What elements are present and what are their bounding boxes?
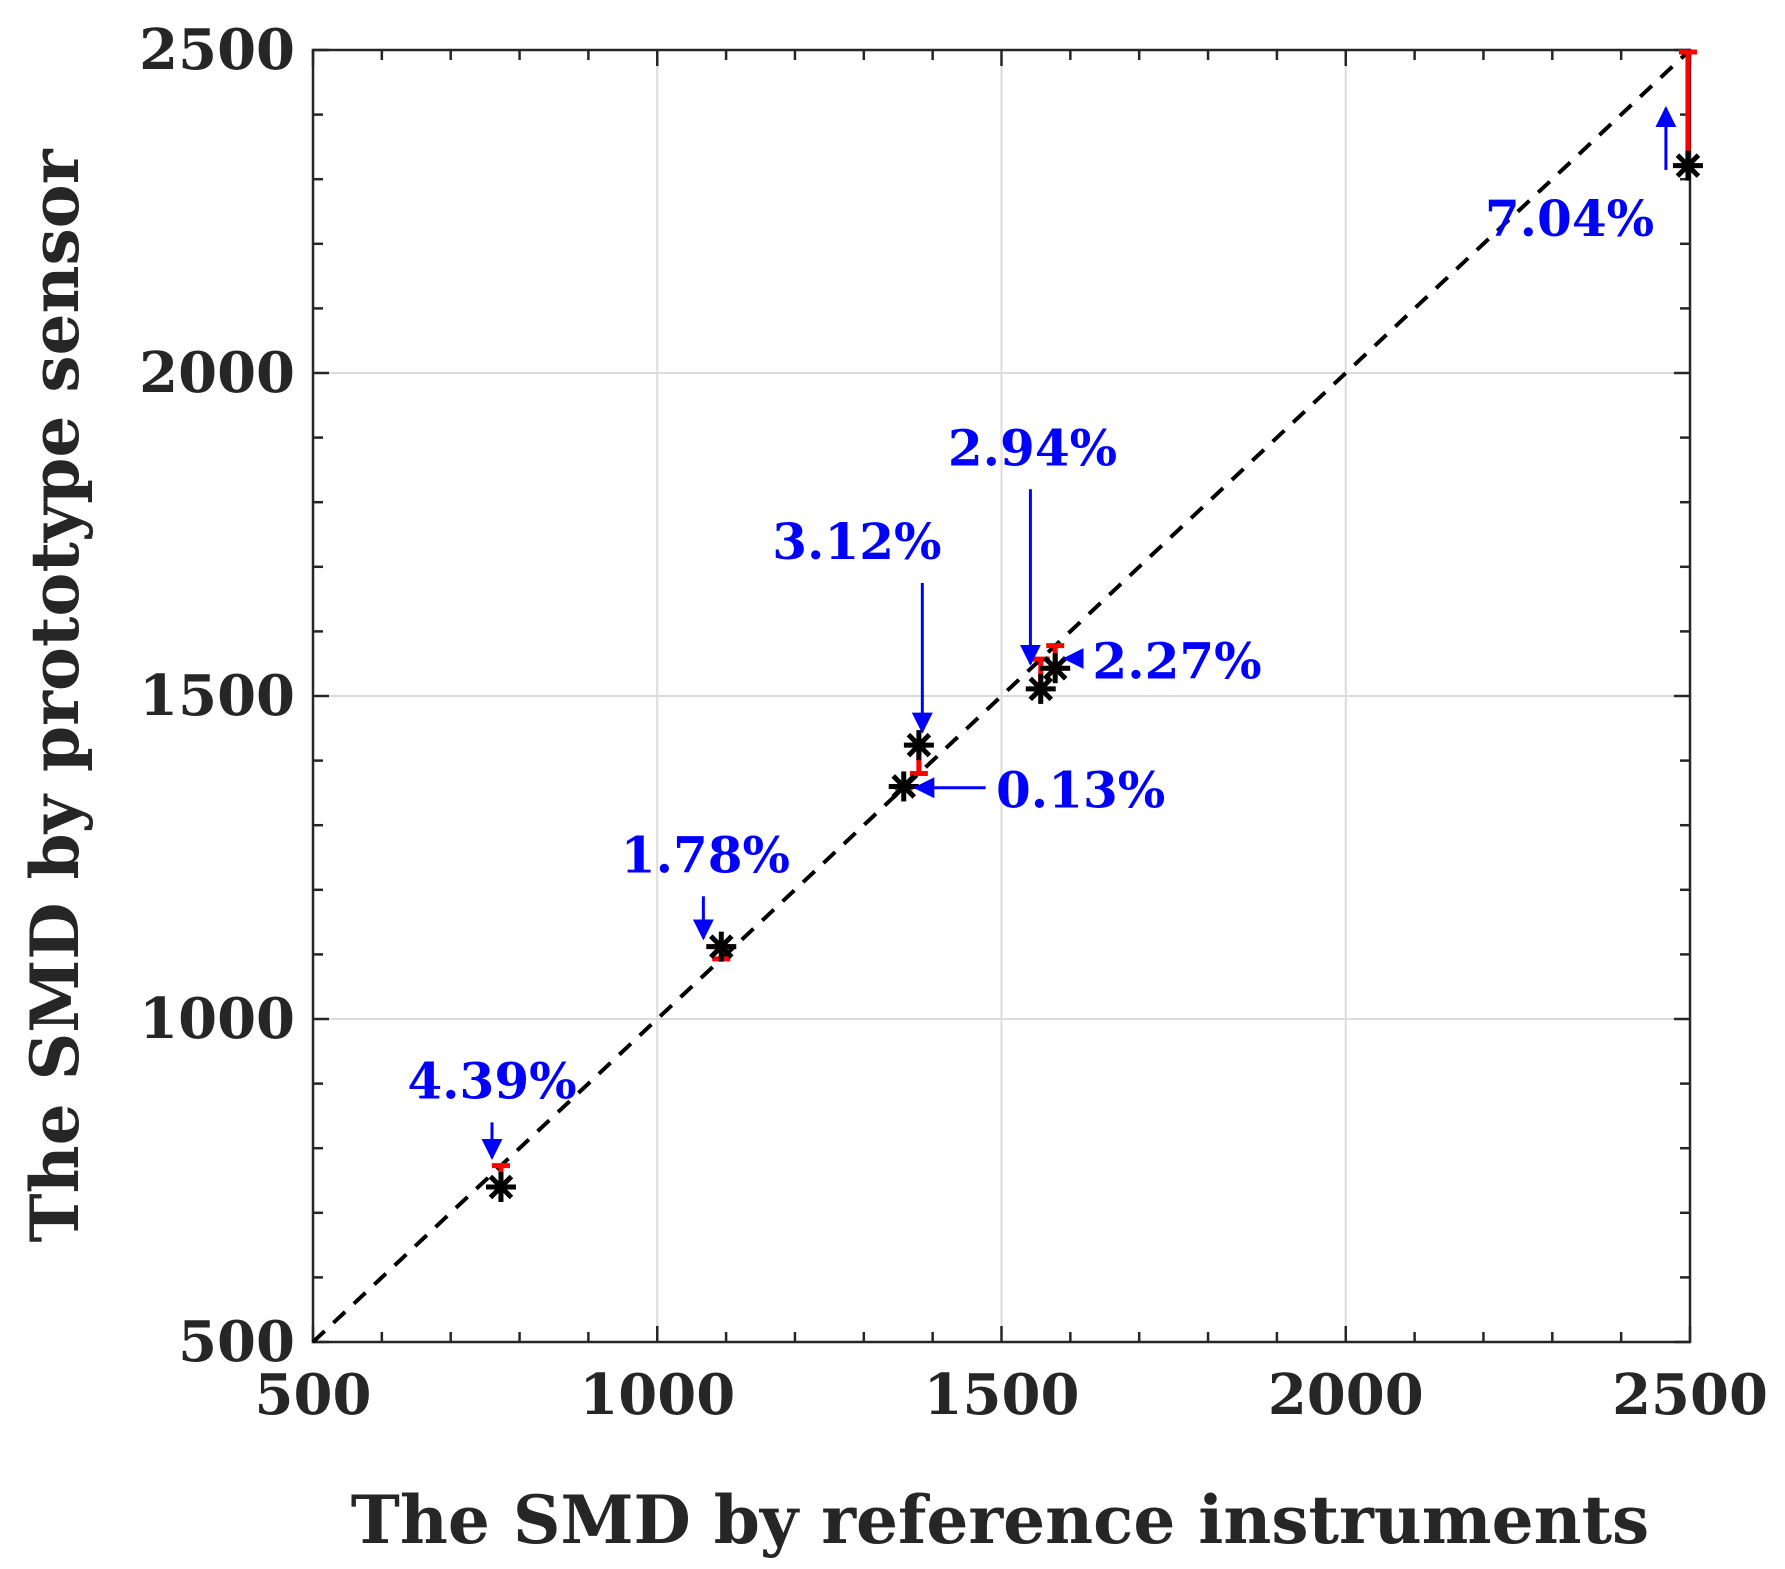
y-tick-label: 1000 — [139, 986, 295, 1052]
data-point-marker — [903, 730, 934, 761]
x-tick-label: 1000 — [579, 1362, 735, 1428]
x-tick-label: 500 — [255, 1362, 372, 1428]
y-tick-label: 1500 — [139, 663, 295, 729]
data-point-marker — [1672, 150, 1703, 181]
y-axis-title: The SMD by prototype sensor — [16, 148, 94, 1242]
x-axis-tick-labels: 500 1000 1500 2000 2500 — [255, 1362, 1768, 1428]
identity-reference-line — [311, 48, 1692, 1344]
y-axis-tick-labels: 500 1000 1500 2000 2500 — [139, 17, 295, 1375]
data-point-marker — [706, 931, 737, 962]
y-tick-label: 500 — [178, 1309, 295, 1375]
data-point-marker — [485, 1171, 516, 1202]
annotation-label: 2.94% — [948, 418, 1117, 477]
annotation-label: 7.04% — [1485, 189, 1654, 248]
annotation-label: 4.39% — [407, 1051, 576, 1110]
grid-lines — [313, 50, 1690, 1342]
x-axis-title: The SMD by reference instruments — [351, 1481, 1649, 1559]
percentage-annotations: 4.39% 1.78% 3.12% 0.13% 2.94% 2.27% 7.04% — [407, 106, 1677, 1160]
x-tick-label: 1500 — [924, 1362, 1080, 1428]
data-point-marker — [1025, 673, 1056, 704]
x-tick-label: 2500 — [1612, 1362, 1768, 1428]
annotation-label: 0.13% — [996, 761, 1165, 820]
annotation-label: 3.12% — [772, 512, 941, 571]
data-point-marker — [888, 771, 919, 802]
y-tick-label: 2500 — [139, 17, 295, 83]
annotation-label: 2.27% — [1092, 631, 1261, 690]
annotation-label: 1.78% — [621, 825, 790, 884]
data-markers — [485, 150, 1703, 1202]
x-tick-label: 2000 — [1268, 1362, 1424, 1428]
y-tick-label: 2000 — [139, 340, 295, 406]
axis-ticks — [311, 48, 1692, 1344]
